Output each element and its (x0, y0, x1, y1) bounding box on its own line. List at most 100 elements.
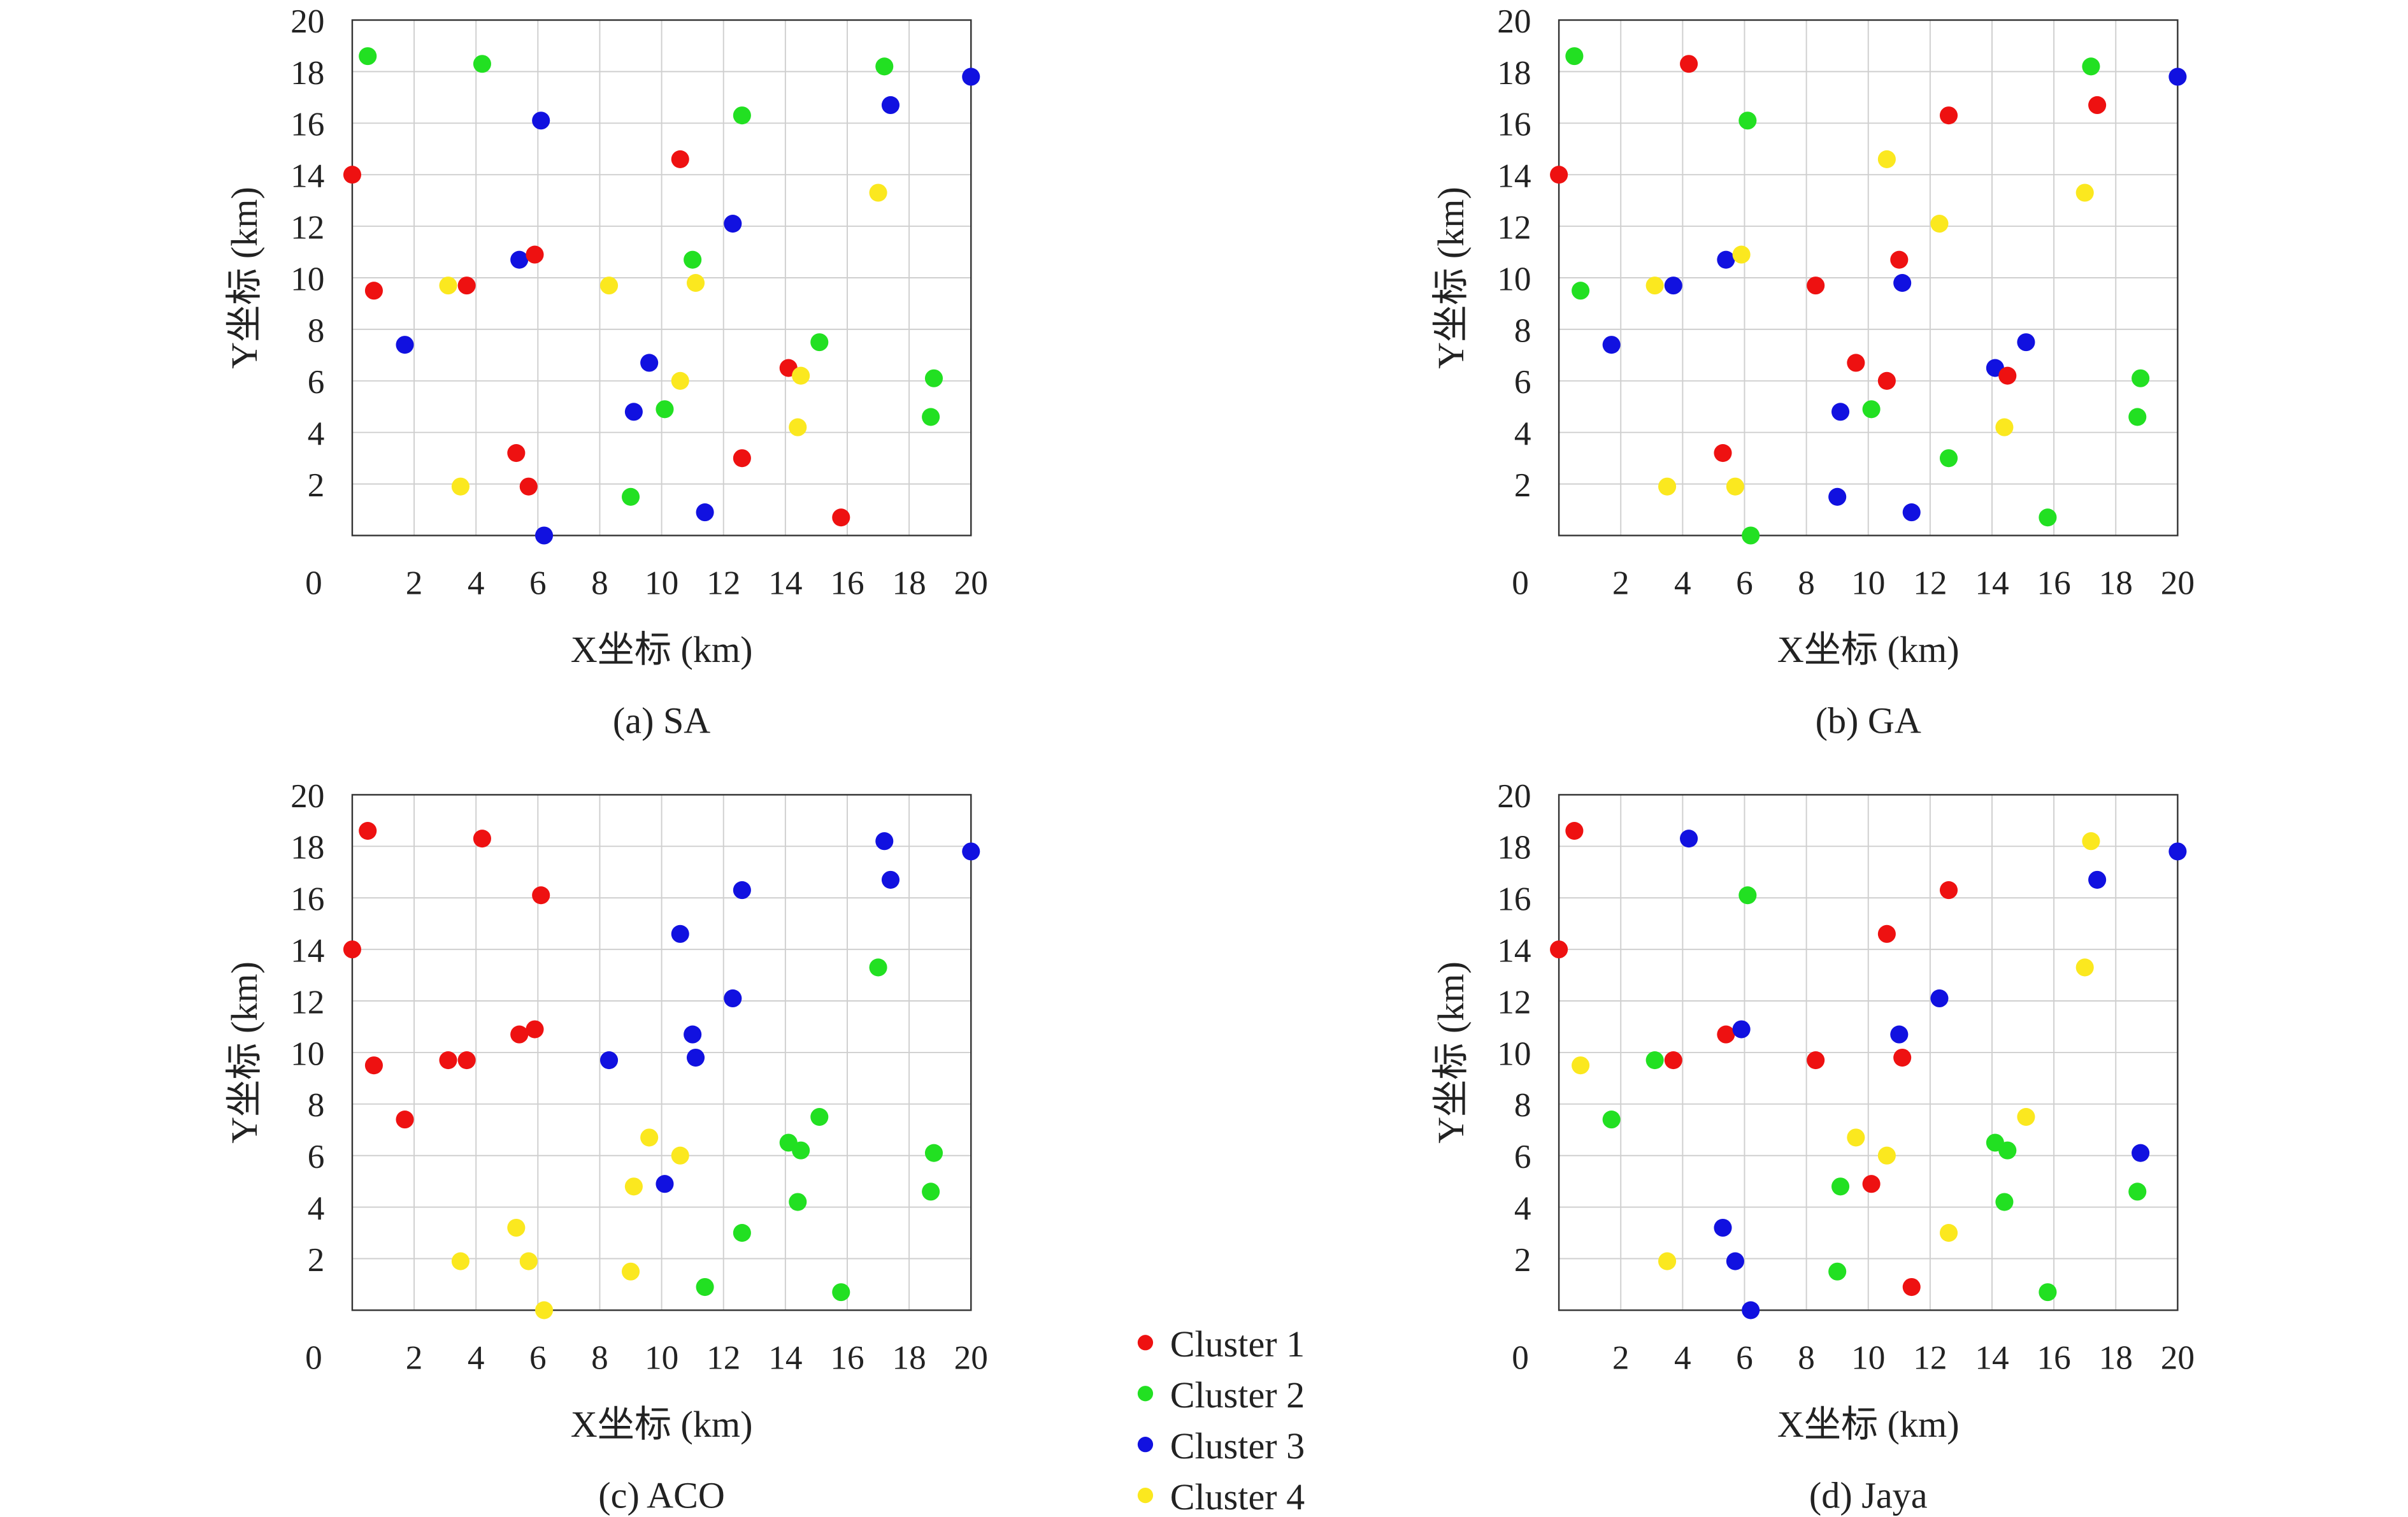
y-tick-label: 16 (290, 881, 324, 918)
data-point-cluster-3 (881, 870, 900, 889)
data-point-cluster-2 (832, 1283, 850, 1302)
y-tick-label: 6 (1514, 363, 1531, 401)
data-point-cluster-3 (656, 1175, 674, 1193)
data-point-cluster-1 (2088, 96, 2107, 115)
scatter-panel-4: 2 4 6 8 10 12 14 16 18 20 2 4 6 8 10 12 14 16 18 20 0 X坐标 (km… (1430, 777, 2195, 1516)
x-tick-label: 2 (406, 1339, 423, 1376)
data-point-cluster-3 (2132, 1144, 2150, 1162)
data-point-cluster-3 (535, 526, 554, 545)
data-point-cluster-1 (526, 245, 544, 264)
x-tick-label: 18 (892, 1339, 926, 1376)
data-point-cluster-1 (359, 822, 377, 840)
data-point-cluster-4 (671, 371, 689, 390)
data-point-cluster-2 (1998, 1141, 2017, 1160)
y-tick-label: 20 (290, 777, 324, 815)
x-tick-label: 6 (529, 564, 547, 602)
x-tick-label: 2 (1612, 1339, 1630, 1376)
data-point-cluster-3 (724, 989, 742, 1008)
y-tick-label: 8 (1514, 1086, 1531, 1124)
data-point-cluster-2 (1645, 1051, 1664, 1070)
data-point-cluster-3 (599, 1051, 619, 1070)
data-point-cluster-1 (1939, 106, 1958, 125)
y-tick-label: 6 (308, 363, 325, 401)
data-point-cluster-4 (519, 1252, 538, 1270)
y-tick-label: 16 (1497, 106, 1531, 143)
x-tick-label: 4 (1674, 564, 1691, 602)
data-point-cluster-3 (962, 68, 980, 86)
data-point-cluster-2 (733, 1224, 751, 1242)
data-point-cluster-3 (1828, 487, 1847, 506)
data-point-cluster-2 (922, 408, 940, 426)
y-tick-label: 20 (1497, 3, 1531, 40)
data-point-cluster-3 (1602, 336, 1621, 354)
x-tick-label: 6 (529, 1339, 547, 1376)
y-tick-label: 10 (290, 260, 324, 298)
x-axis-label: X坐标 (km) (1777, 629, 1960, 670)
data-point-cluster-4 (1877, 1146, 1896, 1165)
y-tick-label: 6 (1514, 1138, 1531, 1175)
data-point-cluster-4 (1732, 245, 1751, 264)
data-point-cluster-2 (875, 57, 894, 76)
data-point-cluster-1 (457, 277, 476, 295)
data-point-cluster-3 (1726, 1252, 1744, 1270)
data-point-cluster-1 (1565, 822, 1584, 840)
data-point-cluster-1 (1939, 881, 1958, 900)
y-tick-label: 8 (1514, 312, 1531, 349)
data-point-cluster-3 (1664, 277, 1682, 295)
data-point-cluster-3 (640, 354, 659, 372)
data-point-cluster-4 (1877, 150, 1896, 168)
data-point-cluster-2 (1995, 1193, 2014, 1211)
data-point-cluster-3 (1680, 830, 1698, 848)
data-point-cluster-4 (1939, 1224, 1958, 1242)
y-tick-label: 16 (1497, 881, 1531, 918)
legend-item: Cluster 3 (1137, 1425, 1305, 1467)
y-tick-label: 2 (1514, 1241, 1531, 1279)
data-point-cluster-4 (1572, 1056, 1590, 1075)
data-point-cluster-4 (1726, 477, 1744, 496)
data-point-cluster-4 (792, 366, 810, 385)
data-point-cluster-1 (1550, 940, 1568, 959)
x-tick-label: 12 (706, 1339, 740, 1376)
subplot-caption: (d) Jaya (1809, 1474, 1928, 1516)
data-point-cluster-4 (439, 277, 457, 295)
data-point-cluster-2 (2132, 369, 2150, 387)
data-point-cluster-2 (924, 369, 943, 387)
data-point-cluster-1 (832, 508, 850, 527)
data-point-cluster-2 (621, 487, 640, 506)
y-tick-label: 2 (1514, 466, 1531, 504)
data-point-cluster-3 (624, 403, 643, 421)
x-tick-label: 20 (2161, 1339, 2195, 1376)
y-tick-label: 12 (290, 983, 324, 1021)
x-tick-label: 16 (830, 1339, 864, 1376)
data-point-cluster-4 (599, 277, 619, 295)
data-point-cluster-4 (640, 1128, 659, 1147)
x-tick-label: 14 (1975, 564, 2009, 602)
y-tick-label: 10 (1497, 1035, 1531, 1072)
data-point-cluster-1 (1714, 444, 1732, 463)
data-point-cluster-4 (2082, 832, 2100, 851)
plot-frame (1558, 794, 2179, 1311)
data-point-cluster-1 (364, 1056, 383, 1075)
x-tick-label: 16 (2037, 1339, 2071, 1376)
data-point-cluster-1 (733, 449, 751, 468)
data-point-cluster-1 (343, 940, 362, 959)
x-tick-label: 10 (1851, 564, 1885, 602)
data-point-cluster-1 (671, 150, 689, 168)
legend-item: Cluster 1 (1137, 1323, 1305, 1365)
x-tick-label: 18 (2099, 564, 2133, 602)
legend-item: Cluster 4 (1137, 1476, 1305, 1517)
data-point-cluster-4 (507, 1218, 526, 1237)
origin-tick-label: 0 (305, 564, 322, 602)
plot-frame (351, 794, 972, 1311)
x-tick-label: 20 (954, 564, 988, 602)
data-point-cluster-2 (1742, 526, 1760, 545)
y-axis-label: Y坐标 (km) (1430, 187, 1472, 369)
data-point-cluster-3 (396, 336, 414, 354)
y-tick-label: 20 (1497, 777, 1531, 815)
x-tick-label: 4 (468, 1339, 485, 1376)
data-point-cluster-2 (869, 958, 887, 977)
data-point-cluster-3 (2168, 68, 2187, 86)
data-point-cluster-3 (1714, 1218, 1732, 1237)
data-point-cluster-2 (656, 400, 674, 419)
